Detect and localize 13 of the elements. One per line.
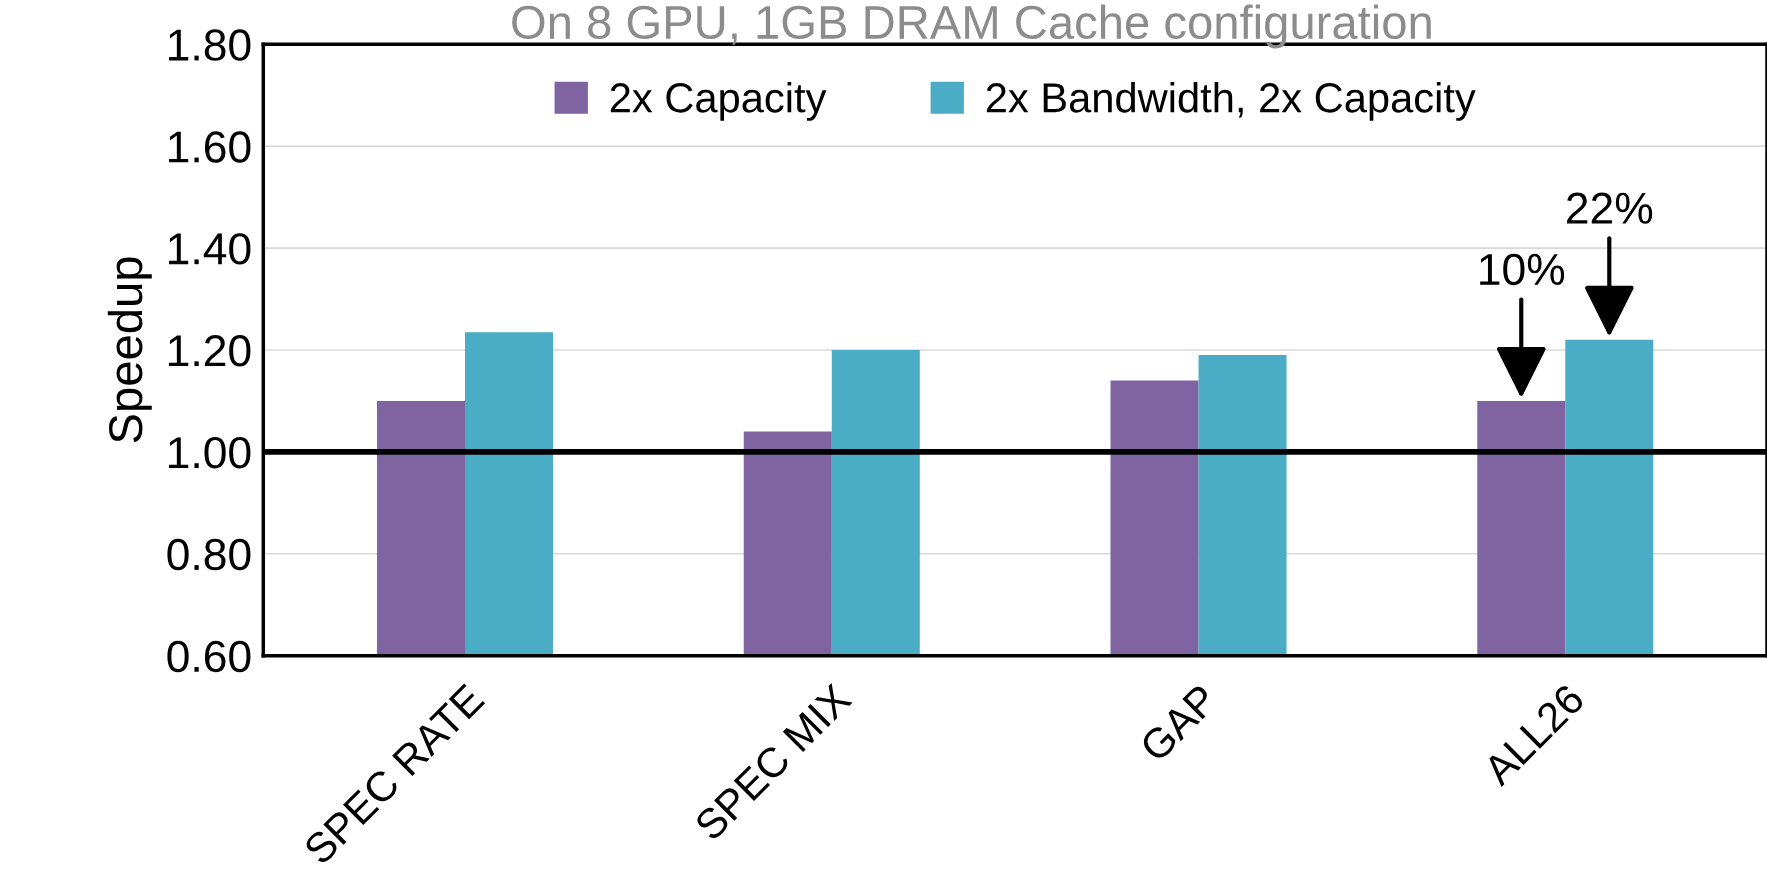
y-tick-label: 0.60 bbox=[167, 640, 251, 673]
annotation: 22% bbox=[1567, 192, 1653, 224]
annotation: 10% bbox=[1480, 253, 1565, 286]
y-tick-label: 1.40 bbox=[169, 233, 251, 265]
y-tick-label: 1.60 bbox=[169, 131, 251, 163]
legend-label: 2x Capacity bbox=[610, 82, 827, 121]
y-tick-label: 1.80 bbox=[169, 29, 251, 61]
y-tick-label: 1.00 bbox=[169, 436, 251, 469]
y-tick-label: 0.80 bbox=[167, 538, 251, 571]
y-tick-label: 1.20 bbox=[169, 335, 251, 367]
y-axis-title: Speedup bbox=[107, 257, 152, 443]
chart-title: On 8 GPU, 1GB DRAM Cache configuration bbox=[512, 4, 1431, 49]
legend-label: 2x Bandwidth, 2x Capacity bbox=[986, 82, 1476, 121]
